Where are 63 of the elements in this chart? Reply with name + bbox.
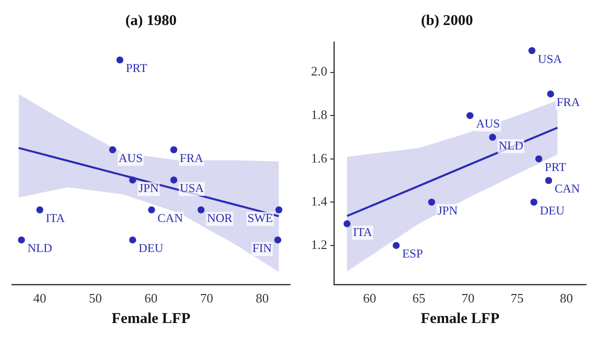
annotation: PRT bbox=[126, 61, 148, 76]
point bbox=[129, 236, 136, 244]
annotation: ITA bbox=[353, 224, 372, 239]
point bbox=[344, 220, 351, 228]
annotation: NLD bbox=[27, 241, 52, 256]
annotation: USA bbox=[538, 52, 562, 66]
annotation: CAN bbox=[554, 182, 580, 196]
annotation: AUS bbox=[118, 150, 143, 165]
point bbox=[170, 176, 178, 184]
annotation: FRA bbox=[556, 95, 580, 110]
x-tick-label: 70 bbox=[461, 290, 474, 306]
annotation: ITA bbox=[46, 211, 66, 226]
annotation: USA bbox=[180, 181, 204, 196]
x-tick-label: 80 bbox=[560, 290, 573, 306]
x-tick-label: 80 bbox=[256, 290, 269, 306]
point bbox=[116, 56, 124, 64]
point bbox=[530, 198, 538, 206]
annotation: SWE bbox=[248, 211, 273, 226]
point bbox=[392, 242, 400, 249]
x-tick-label: 60 bbox=[144, 290, 158, 306]
annotation: CAN bbox=[158, 211, 184, 226]
y-tick-label: 1.8 bbox=[311, 107, 328, 122]
x-axis-title: Female LFP bbox=[112, 310, 190, 327]
annotation: DEU bbox=[138, 241, 164, 256]
annotation: NLD bbox=[498, 138, 524, 152]
x-axis-title: Female LFP bbox=[420, 310, 500, 327]
annotation: JPN bbox=[438, 203, 458, 218]
point bbox=[36, 206, 44, 214]
chart-title: (a) 1980 bbox=[125, 12, 177, 29]
point bbox=[547, 90, 554, 98]
annotation: NOR bbox=[207, 211, 232, 226]
annotation: FIN bbox=[252, 241, 272, 256]
annotation: PRT bbox=[544, 160, 567, 174]
point bbox=[274, 236, 282, 244]
x-tick-label: 75 bbox=[510, 290, 524, 306]
x-tick-label: 60 bbox=[363, 290, 376, 306]
point bbox=[170, 146, 178, 154]
point bbox=[18, 236, 25, 244]
x-tick-label: 70 bbox=[200, 290, 214, 306]
y-tick-label: 1.2 bbox=[311, 236, 328, 252]
x-tick-label: 40 bbox=[33, 290, 46, 306]
annotation: ESP bbox=[402, 246, 424, 261]
chart-title: (b) 2000 bbox=[420, 12, 474, 29]
annotation: FRA bbox=[180, 150, 204, 165]
annotation: AUS bbox=[476, 116, 500, 131]
point bbox=[109, 146, 116, 154]
y-tick-label: 1.6 bbox=[311, 150, 328, 166]
point bbox=[275, 206, 282, 214]
point bbox=[545, 177, 552, 184]
point bbox=[528, 47, 536, 54]
y-tick-label: 1.4 bbox=[311, 194, 328, 209]
point bbox=[535, 155, 542, 162]
point bbox=[129, 176, 136, 184]
point bbox=[489, 134, 496, 141]
x-tick-label: 65 bbox=[412, 290, 426, 306]
point bbox=[198, 206, 205, 214]
x-tick-label: 50 bbox=[88, 290, 102, 306]
point bbox=[466, 112, 474, 120]
point bbox=[428, 198, 436, 206]
y-tick-label: 2.0 bbox=[311, 64, 328, 79]
annotation: DEU bbox=[540, 203, 565, 218]
point bbox=[148, 206, 156, 214]
annotation: JPN bbox=[138, 181, 159, 196]
